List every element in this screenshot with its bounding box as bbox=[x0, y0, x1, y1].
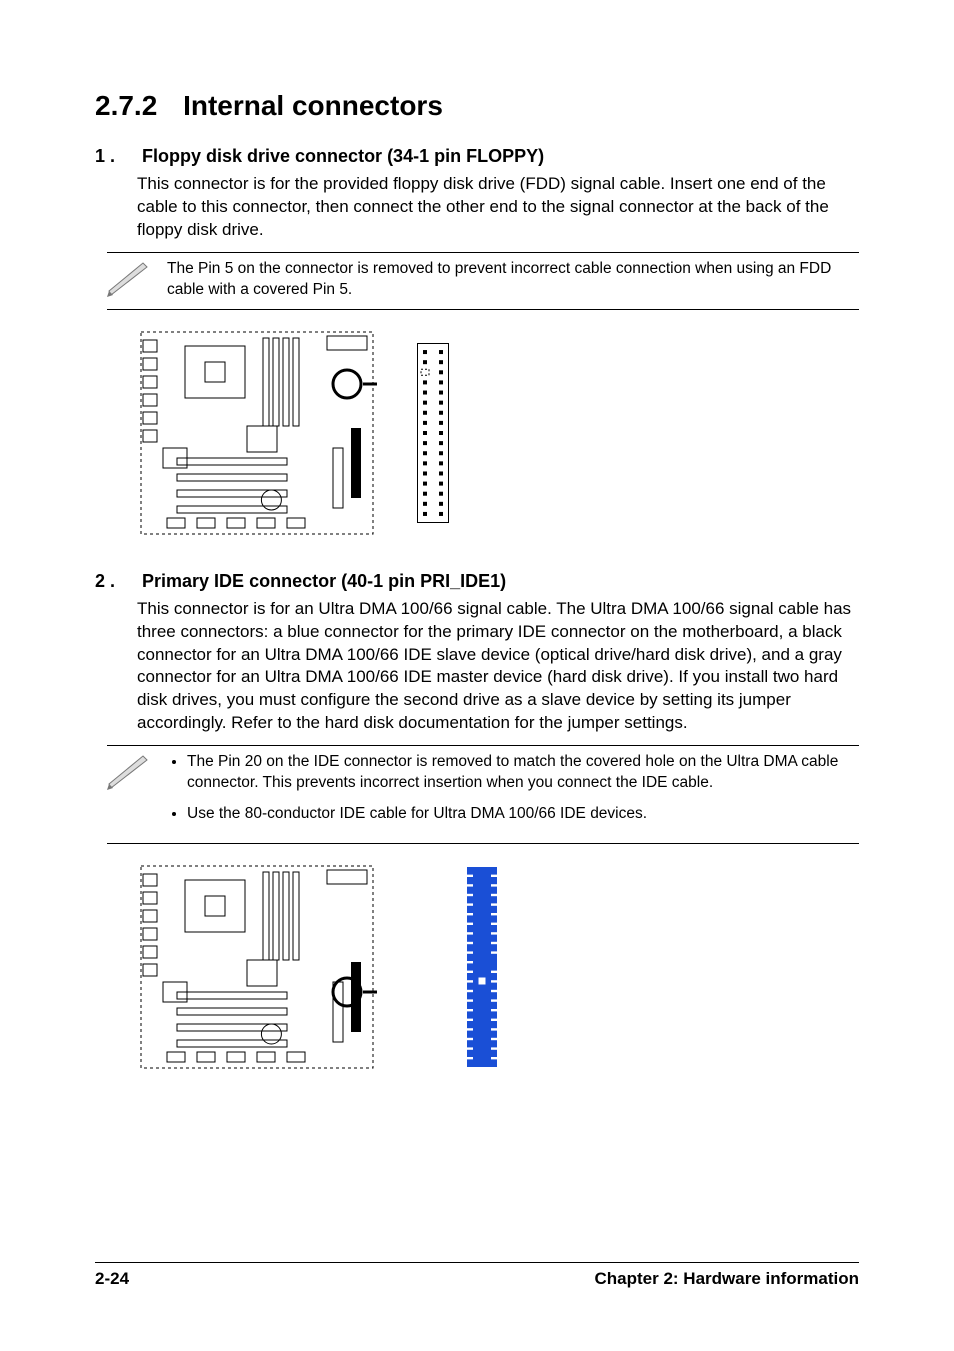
section-number: 2.7.2 bbox=[95, 90, 157, 121]
item-2-heading: 2 . Primary IDE connector (40-1 pin PRI_… bbox=[95, 571, 859, 592]
note-1-text: The Pin 5 on the connector is removed to… bbox=[167, 259, 859, 301]
note-2-bullet-2: Use the 80-conductor IDE cable for Ultra… bbox=[187, 804, 859, 825]
motherboard-diagram-2 bbox=[137, 862, 377, 1077]
page-number: 2-24 bbox=[95, 1269, 129, 1289]
item-1-number: 1 . bbox=[95, 146, 137, 167]
ide-connector-diagram bbox=[467, 867, 497, 1072]
diagram-2 bbox=[137, 862, 859, 1077]
item-2-number: 2 . bbox=[95, 571, 137, 592]
section-title: Internal connectors bbox=[183, 90, 443, 121]
page-footer: 2-24 Chapter 2: Hardware information bbox=[95, 1262, 859, 1289]
item-1-heading: 1 . Floppy disk drive connector (34-1 pi… bbox=[95, 146, 859, 167]
pencil-note-icon bbox=[107, 752, 167, 790]
item-2-body: This connector is for an Ultra DMA 100/6… bbox=[137, 598, 859, 736]
motherboard-diagram-1 bbox=[137, 328, 377, 543]
note-2: The Pin 20 on the IDE connector is remov… bbox=[107, 745, 859, 844]
diagram-1 bbox=[137, 328, 859, 543]
pencil-note-icon bbox=[107, 259, 167, 297]
floppy-connector-diagram bbox=[417, 343, 449, 528]
note-2-text: The Pin 20 on the IDE connector is remov… bbox=[167, 752, 859, 835]
note-2-bullet-1: The Pin 20 on the IDE connector is remov… bbox=[187, 752, 859, 794]
item-1: 1 . Floppy disk drive connector (34-1 pi… bbox=[95, 146, 859, 543]
section-heading: 2.7.2 Internal connectors bbox=[95, 90, 859, 122]
item-1-body: This connector is for the provided flopp… bbox=[137, 173, 859, 242]
item-1-title: Floppy disk drive connector (34-1 pin FL… bbox=[142, 146, 544, 166]
chapter-title: Chapter 2: Hardware information bbox=[595, 1269, 860, 1289]
note-1: The Pin 5 on the connector is removed to… bbox=[107, 252, 859, 310]
item-2: 2 . Primary IDE connector (40-1 pin PRI_… bbox=[95, 571, 859, 1077]
item-2-title: Primary IDE connector (40-1 pin PRI_IDE1… bbox=[142, 571, 506, 591]
